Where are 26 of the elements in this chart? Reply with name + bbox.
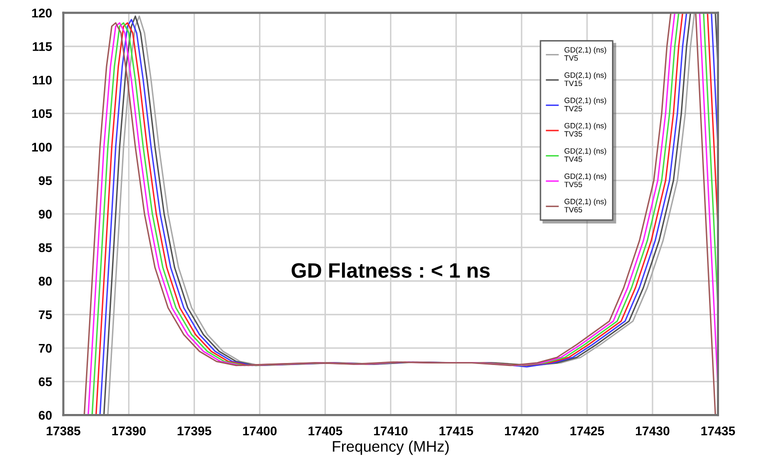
y-tick-label: 60 <box>38 410 52 420</box>
x-tick-label: 17390 <box>112 426 146 436</box>
y-tick-label: 90 <box>38 210 52 219</box>
y-tick-label: 95 <box>38 176 52 186</box>
y-tick-label: 120 <box>32 8 52 18</box>
x-tick-label: 17410 <box>374 426 408 436</box>
x-tick-label: 17420 <box>504 426 538 436</box>
y-tick-label: 115 <box>32 42 52 52</box>
x-tick-label: 17425 <box>570 426 604 436</box>
x-tick-label: 17435 <box>701 426 736 436</box>
y-tick-label: 105 <box>32 109 52 118</box>
x-tick-label: 17405 <box>308 426 342 436</box>
y-tick-label: 110 <box>32 76 52 85</box>
y-tick-label: 75 <box>38 310 52 320</box>
annotation: GD Flatness : < 1 ns <box>292 262 490 278</box>
x-tick-label: 17400 <box>243 426 277 436</box>
y-tick-label: 70 <box>38 344 52 353</box>
x-tick-label: 17395 <box>178 426 212 436</box>
y-tick-label: 65 <box>38 377 52 386</box>
y-tick-label: 100 <box>32 142 52 152</box>
x-axis-title: Frequency (MHz) <box>332 440 449 455</box>
x-tick-label: 17385 <box>46 426 80 436</box>
y-tick-label: 80 <box>38 276 52 286</box>
y-tick-label: 85 <box>38 243 52 252</box>
x-tick-label: 17415 <box>440 426 474 436</box>
x-tick-label: 17430 <box>636 426 670 436</box>
